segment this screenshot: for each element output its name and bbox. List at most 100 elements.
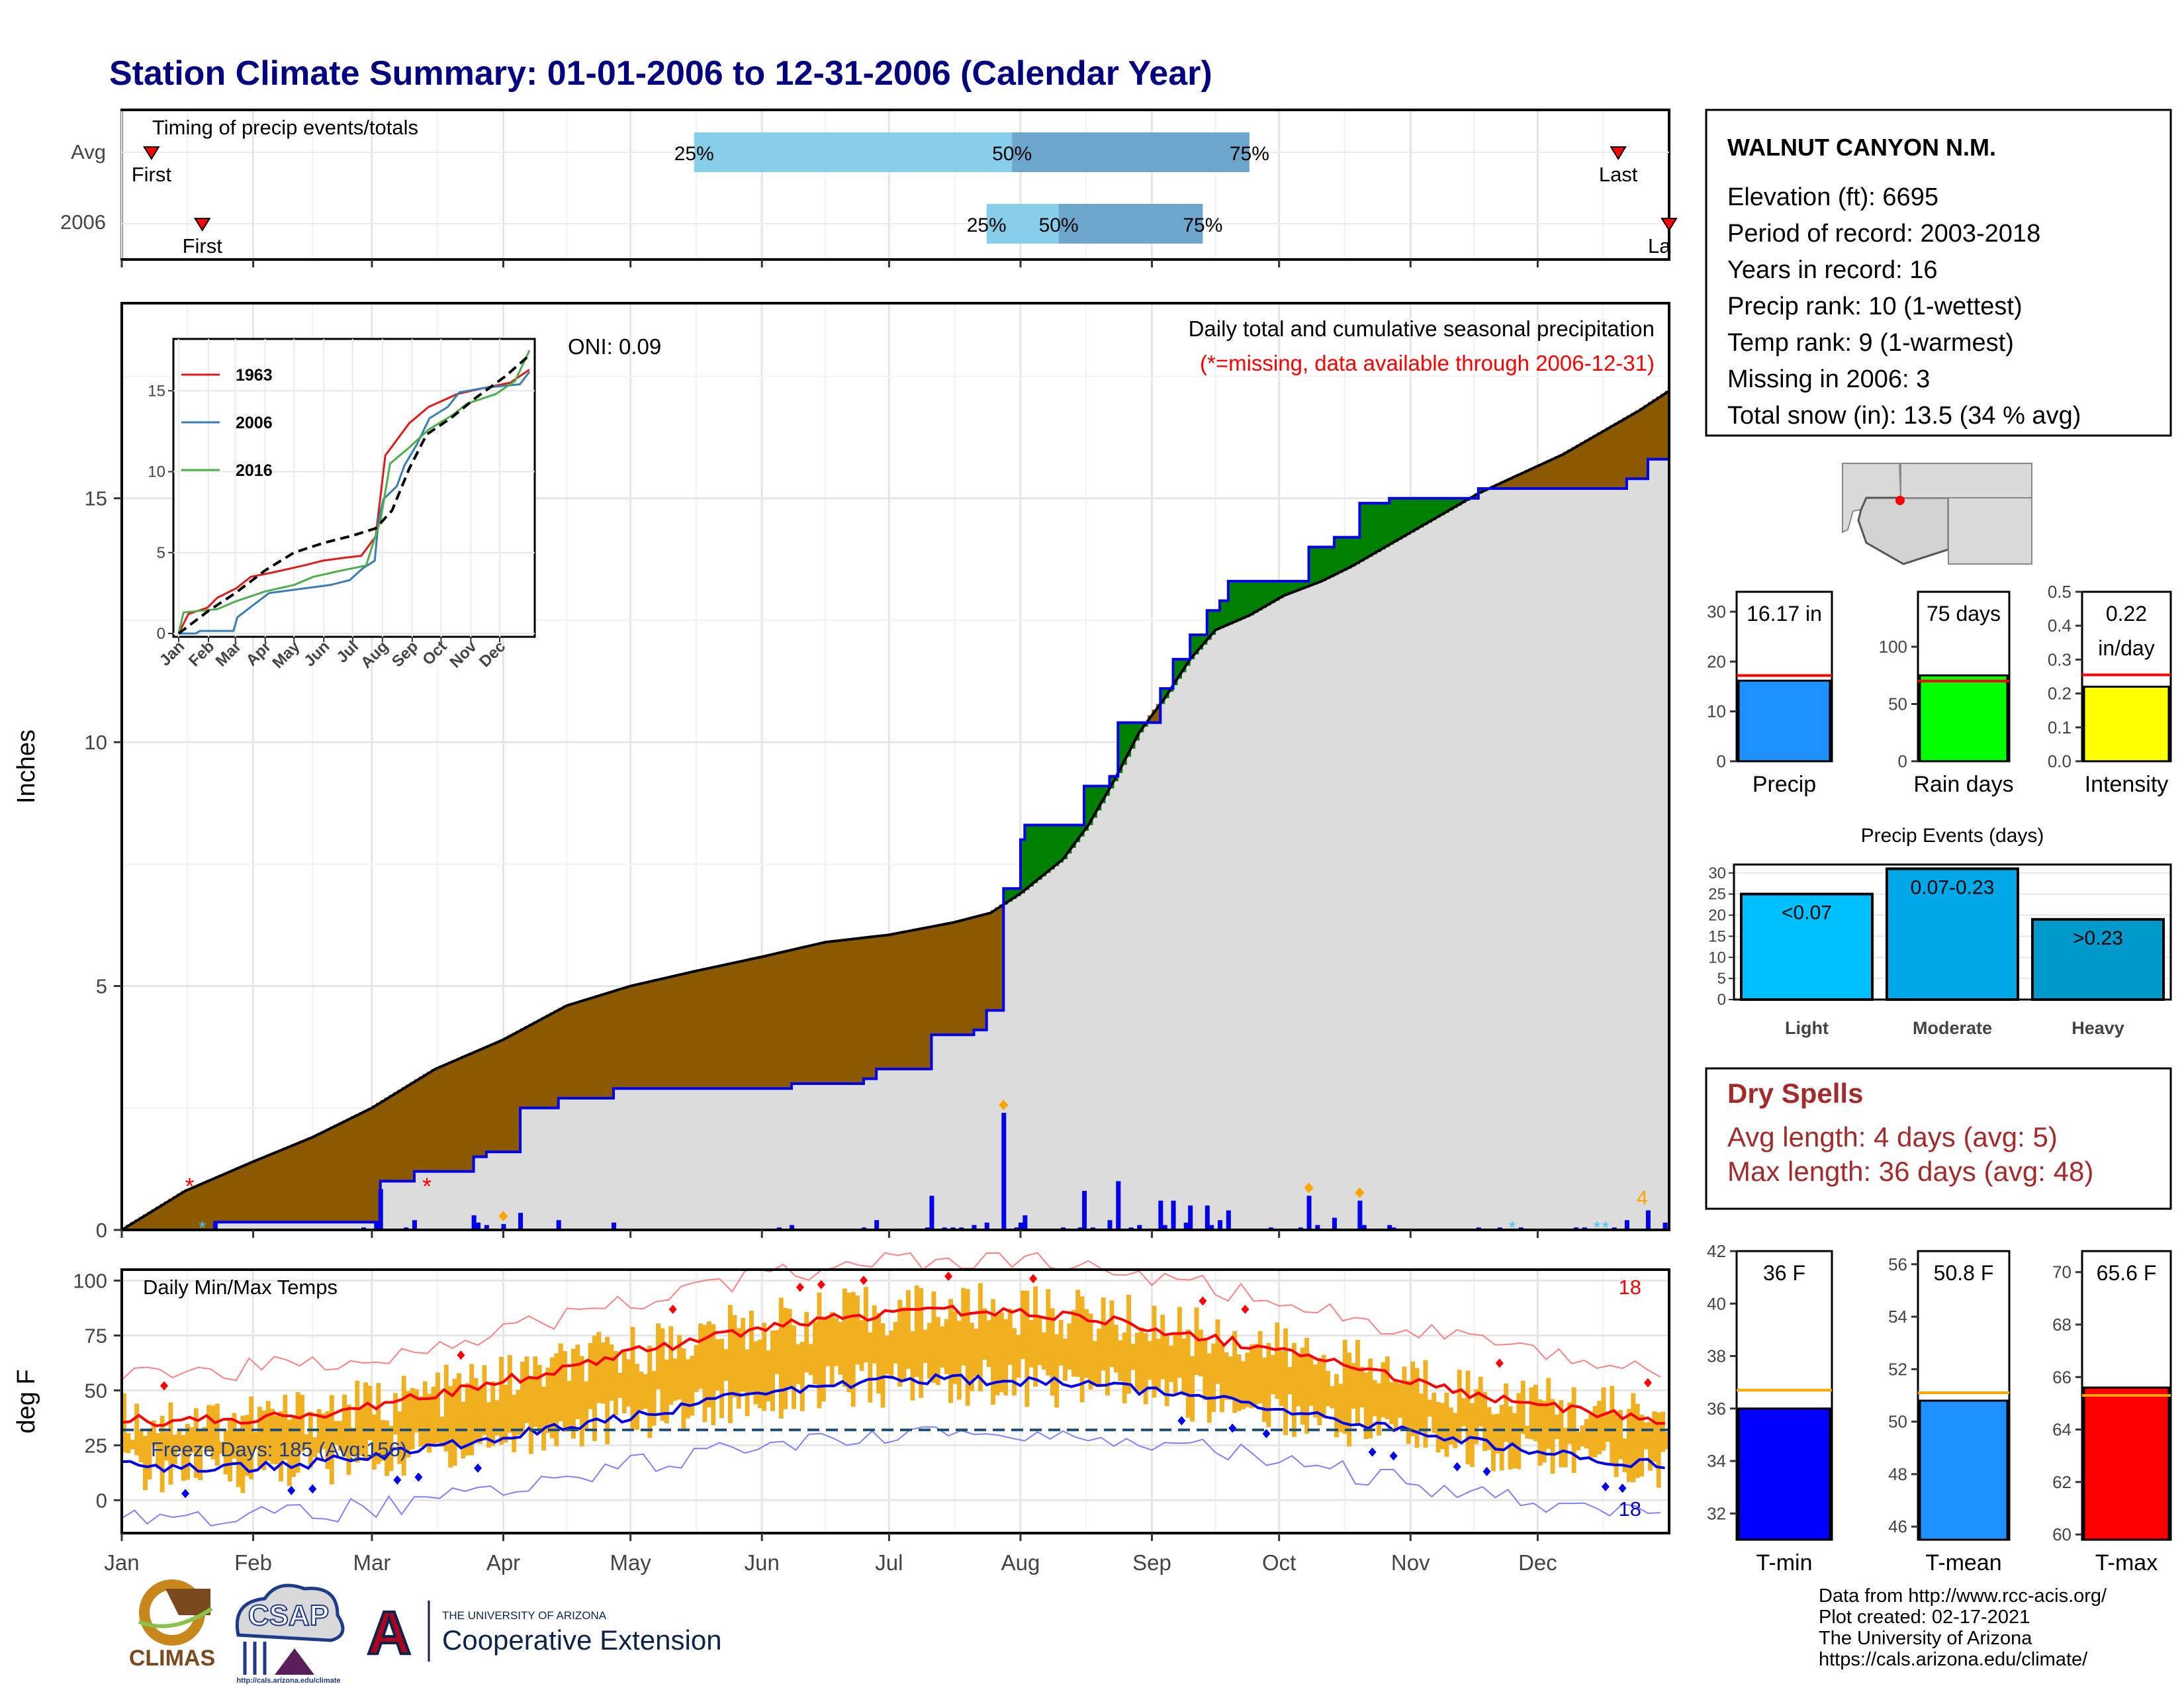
surplus-fill bbox=[1194, 635, 1199, 655]
surplus-fill bbox=[1363, 503, 1369, 559]
timing-p25-label: 25% bbox=[674, 143, 714, 165]
daily-temp-range bbox=[1330, 1386, 1335, 1409]
daily-precip-bar bbox=[1209, 1225, 1214, 1230]
daily-temp-range bbox=[1317, 1358, 1322, 1425]
deficit-fill bbox=[300, 1141, 305, 1223]
daily-temp-range bbox=[643, 1374, 648, 1409]
mini-y-tick-label: 0.0 bbox=[2048, 751, 2071, 771]
daily-temp-range bbox=[1410, 1361, 1416, 1436]
daily-temp-range bbox=[1351, 1363, 1356, 1409]
daily-temp-range bbox=[206, 1405, 212, 1450]
deficit-fill bbox=[944, 923, 949, 1035]
surplus-fill bbox=[1355, 537, 1360, 565]
surplus-fill bbox=[1435, 498, 1441, 518]
daily-temp-range bbox=[1432, 1392, 1437, 1433]
daily-temp-range bbox=[236, 1429, 241, 1487]
station-location-dot bbox=[1895, 496, 1905, 505]
daily-temp-range bbox=[906, 1290, 911, 1369]
daily-temp-range bbox=[1525, 1425, 1530, 1439]
surplus-fill bbox=[1334, 537, 1339, 575]
deficit-fill bbox=[1512, 475, 1518, 489]
y-tick-label: 100 bbox=[73, 1270, 107, 1293]
surplus-fill bbox=[1423, 498, 1428, 526]
surplus-fill bbox=[1347, 537, 1352, 569]
surplus-fill bbox=[1372, 503, 1377, 555]
deficit-fill bbox=[1656, 397, 1661, 459]
daily-precip-bar bbox=[378, 1189, 383, 1230]
daily-temp-range bbox=[1088, 1313, 1093, 1389]
daily-temp-range bbox=[838, 1322, 843, 1375]
daily-temp-range bbox=[1326, 1371, 1331, 1407]
deficit-fill bbox=[214, 1176, 220, 1223]
daily-temp-range bbox=[1181, 1338, 1187, 1396]
mini-y-tick-label: 0 bbox=[1717, 751, 1726, 771]
surplus-fill bbox=[1432, 498, 1437, 520]
mini-y-tick-label: 34 bbox=[1707, 1451, 1726, 1471]
surplus-fill bbox=[1398, 498, 1403, 540]
daily-temp-range bbox=[469, 1364, 475, 1456]
daily-temp-range bbox=[312, 1437, 318, 1458]
daily-precip-bar bbox=[1306, 1196, 1312, 1230]
daily-temp-range bbox=[1296, 1353, 1301, 1407]
surplus-fill bbox=[1444, 498, 1449, 513]
snow-marker: * bbox=[199, 1217, 206, 1238]
daily-temp-range bbox=[452, 1378, 457, 1466]
daily-temp-range bbox=[783, 1307, 788, 1409]
daily-max-diamond bbox=[1304, 1182, 1314, 1194]
deficit-fill bbox=[549, 1012, 555, 1108]
mini-y-tick-label: 54 bbox=[1888, 1307, 1907, 1327]
deficit-fill bbox=[579, 1000, 584, 1099]
daily-temp-range bbox=[1541, 1401, 1547, 1463]
surplus-fill bbox=[1046, 825, 1051, 873]
daily-temp-range bbox=[859, 1320, 864, 1372]
surplus-fill bbox=[1033, 825, 1038, 884]
daily-temp-range bbox=[1101, 1297, 1106, 1371]
precip-title: Daily total and cumulative seasonal prec… bbox=[1189, 316, 1655, 341]
deficit-fill bbox=[749, 959, 754, 1089]
daily-temp-range bbox=[257, 1407, 262, 1467]
daily-temp-range bbox=[753, 1341, 758, 1405]
deficit-fill bbox=[741, 960, 746, 1089]
daily-temp-range bbox=[1334, 1374, 1339, 1438]
daily-precip-bar bbox=[501, 1224, 506, 1230]
daily-temp-range bbox=[270, 1409, 275, 1464]
obs-cumulative-line bbox=[122, 441, 1670, 1231]
deficit-fill bbox=[261, 1156, 267, 1223]
footer-line: The University of Arizona bbox=[1819, 1628, 2032, 1649]
daily-temp-range bbox=[736, 1328, 741, 1409]
deficit-fill bbox=[1614, 422, 1619, 489]
surplus-fill bbox=[1130, 722, 1136, 749]
daily-temp-range bbox=[1007, 1308, 1013, 1365]
daily-temp-range bbox=[813, 1322, 817, 1385]
deficit-fill bbox=[1661, 393, 1666, 459]
daily-temp-range bbox=[1312, 1364, 1318, 1418]
daily-precip-bar bbox=[1218, 1220, 1223, 1230]
deficit-fill bbox=[1499, 481, 1504, 489]
ua-logo: A THE UNIVERSITY OF ARIZONA Cooperative … bbox=[365, 1598, 722, 1668]
deficit-fill bbox=[600, 994, 606, 1099]
mini-value-bar bbox=[1919, 1399, 2009, 1541]
precip-subtitle: (*=missing, data available through 2006-… bbox=[1200, 351, 1655, 375]
deficit-fill bbox=[621, 987, 627, 1089]
daily-temp-range bbox=[156, 1433, 161, 1469]
daily-temp-range bbox=[570, 1348, 576, 1439]
record-low-marker bbox=[1389, 1451, 1398, 1461]
record-high-marker bbox=[1241, 1304, 1250, 1314]
events-bar-label: <0.07 bbox=[1782, 902, 1832, 924]
surplus-fill bbox=[1440, 498, 1445, 516]
footer-line: https://cals.arizona.edu/climate/ bbox=[1819, 1649, 2088, 1670]
daily-temp-range bbox=[931, 1291, 936, 1383]
deficit-fill bbox=[520, 1028, 525, 1108]
deficit-fill bbox=[397, 1090, 402, 1182]
events-frame bbox=[1733, 863, 2172, 1001]
timing-last-marker bbox=[1610, 146, 1627, 160]
surplus-fill bbox=[1279, 581, 1284, 598]
daily-temp-range bbox=[1533, 1385, 1538, 1442]
daily-temp-range bbox=[1071, 1309, 1076, 1377]
daily-precip-bar bbox=[1107, 1220, 1113, 1230]
daily-temp-range bbox=[1584, 1419, 1589, 1449]
surplus-fill bbox=[1236, 581, 1242, 621]
mini-y-tick-label: 30 bbox=[1707, 602, 1726, 622]
station-info-line: Total snow (in): 13.5 (34 % avg) bbox=[1727, 402, 2081, 430]
daily-temp-range bbox=[516, 1389, 521, 1435]
